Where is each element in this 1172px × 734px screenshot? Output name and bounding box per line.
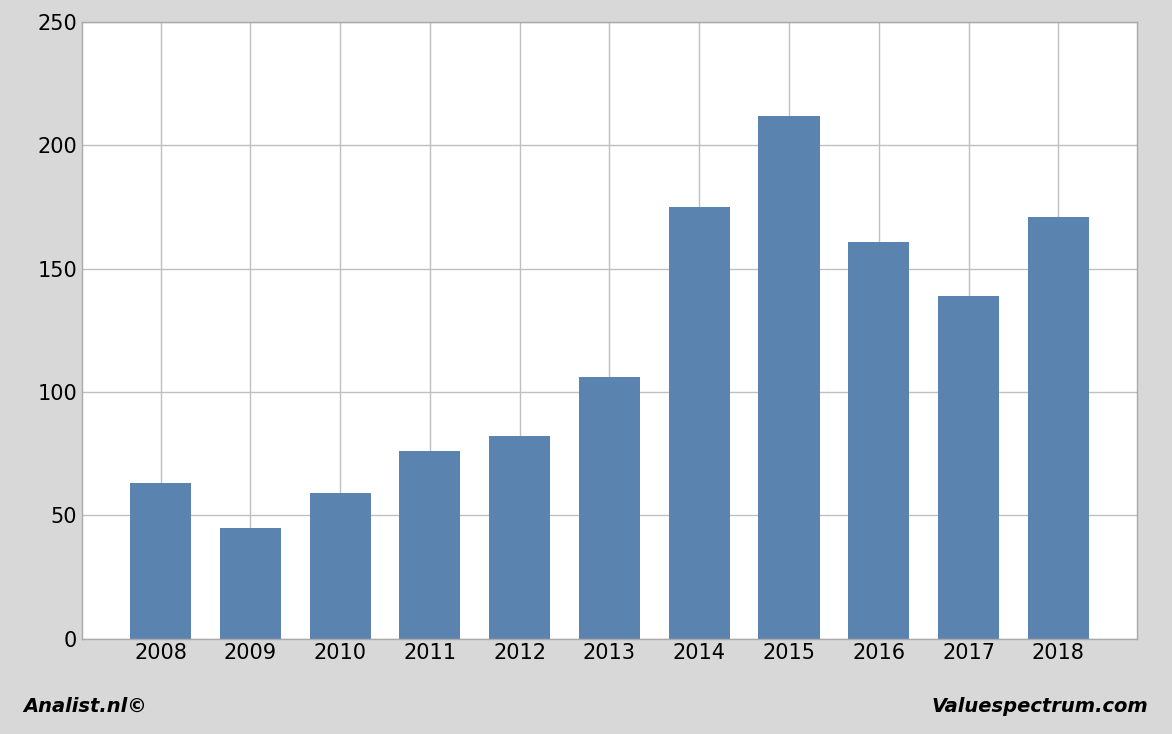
- Bar: [849, 241, 909, 639]
- Bar: [489, 436, 550, 639]
- Bar: [309, 493, 370, 639]
- Text: Analist.nl©: Analist.nl©: [23, 697, 148, 716]
- Text: Valuespectrum.com: Valuespectrum.com: [932, 697, 1149, 716]
- Bar: [938, 296, 999, 639]
- Bar: [1028, 217, 1089, 639]
- Bar: [130, 483, 191, 639]
- Bar: [669, 207, 730, 639]
- Bar: [220, 528, 281, 639]
- Bar: [758, 116, 819, 639]
- Bar: [400, 451, 461, 639]
- Bar: [579, 377, 640, 639]
